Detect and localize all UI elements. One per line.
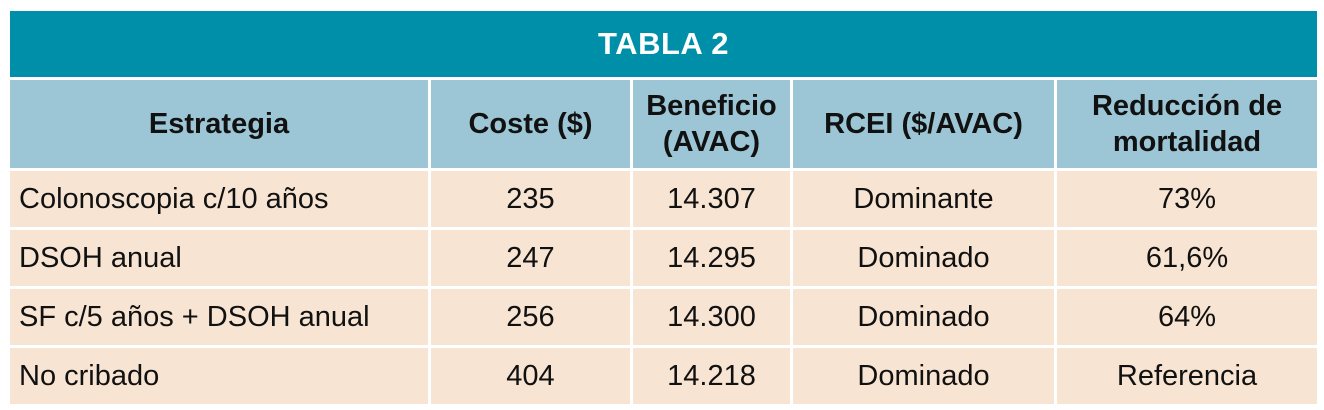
cell-beneficio: 14.307 [630,168,793,230]
cell-reduccion-mortalidad: Referencia [1053,345,1321,407]
cell-estrategia: DSOH anual [7,227,431,289]
table-row: No cribado 404 14.218 Dominado Referenci… [7,345,1321,407]
table-title: TABLA 2 [6,8,1321,80]
cell-coste: 404 [428,345,633,407]
table-header-row: Estrategia Coste ($) Beneficio (AVAC) RC… [7,77,1321,171]
table-title-row: TABLA 2 [6,8,1321,80]
cell-coste: 256 [428,286,633,348]
cell-reduccion-mortalidad: 73% [1053,168,1321,230]
cell-coste: 235 [428,168,633,230]
cell-rcei: Dominado [790,227,1057,289]
cell-estrategia: No cribado [7,345,431,407]
cell-estrategia: Colonoscopia c/10 años [7,168,431,230]
cell-beneficio: 14.295 [630,227,793,289]
table-row: SF c/5 años + DSOH anual 256 14.300 Domi… [7,286,1321,348]
cell-coste: 247 [428,227,633,289]
cell-rcei: Dominante [790,168,1057,230]
table-row: DSOH anual 247 14.295 Dominado 61,6% [7,227,1321,289]
column-header-rcei: RCEI ($/AVAC) [790,77,1057,171]
cell-beneficio: 14.300 [630,286,793,348]
data-table: TABLA 2 Estrategia Coste ($) Beneficio (… [6,8,1321,407]
column-header-estrategia: Estrategia [7,77,431,171]
cell-rcei: Dominado [790,345,1057,407]
table-row: Colonoscopia c/10 años 235 14.307 Domina… [7,168,1321,230]
data-table-container: TABLA 2 Estrategia Coste ($) Beneficio (… [6,8,1321,407]
column-header-reduccion-mortalidad: Reducción de mortalidad [1053,77,1321,171]
column-header-beneficio: Beneficio (AVAC) [630,77,793,171]
cell-rcei: Dominado [790,286,1057,348]
cell-reduccion-mortalidad: 64% [1053,286,1321,348]
column-header-coste: Coste ($) [428,77,633,171]
cell-estrategia: SF c/5 años + DSOH anual [7,286,431,348]
cell-reduccion-mortalidad: 61,6% [1053,227,1321,289]
cell-beneficio: 14.218 [630,345,793,407]
